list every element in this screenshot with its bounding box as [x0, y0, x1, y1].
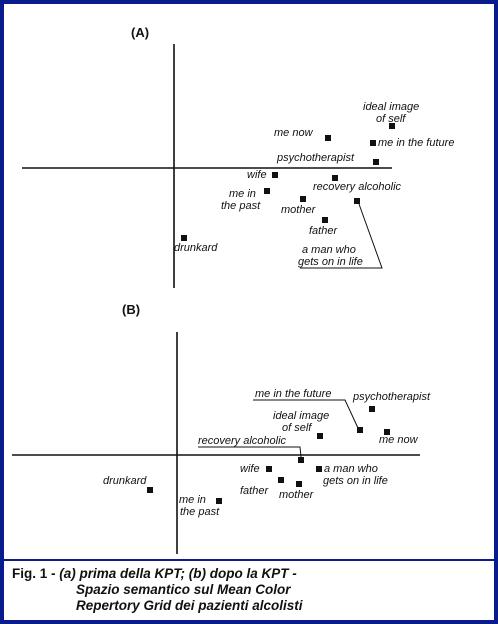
panel-b-marker-past [216, 498, 222, 504]
panel-b-marker-future [357, 427, 363, 433]
panel-a-marker-ideal [389, 123, 395, 129]
caption-line-2: Spazio semantico sul Mean Color [76, 582, 291, 597]
panel-b-label-past-2: the past [180, 506, 220, 518]
panel-a-marker-recovery [332, 175, 338, 181]
panel-a-marker-mother [300, 196, 306, 202]
panel-b-label-me-now: me now [379, 434, 419, 446]
panel-a-label-man-2: gets on in life [298, 256, 363, 268]
panel-a-label-past-2: the past [221, 200, 261, 212]
panel-a-marker-psycho [373, 159, 379, 165]
panel-a-marker-wife [272, 172, 278, 178]
panel-b-label-wife: wife [240, 463, 260, 475]
panel-a-marker-future [370, 140, 376, 146]
panel-a-marker-man [354, 198, 360, 204]
panel-b-label-ideal-2: of self [282, 422, 312, 434]
panel-b-label-psycho: psychotherapist [352, 391, 431, 403]
panel-b-label-mother: mother [279, 489, 315, 501]
panel-a-marker-past [264, 188, 270, 194]
caption-text-1: (a) prima della KPT; (b) dopo la KPT - [59, 566, 297, 581]
panel-b-marker-ideal [317, 433, 323, 439]
panel-a-marker-me-now [325, 135, 331, 141]
panel-a-marker-drunkard [181, 235, 187, 241]
panel-a-leader-man [300, 203, 383, 269]
panel-b-marker-me-now [384, 429, 390, 435]
figure-caption: Fig. 1 - (a) prima della KPT; (b) dopo l… [12, 566, 488, 614]
panel-a-label-psycho: psychotherapist [276, 152, 355, 164]
caption-line-1: Fig. 1 - (a) prima della KPT; (b) dopo l… [12, 566, 488, 582]
panel-b-marker-psycho [369, 406, 375, 412]
panel-b-label-ideal-1: ideal image [273, 410, 329, 422]
panel-a-label: (A) [131, 25, 149, 40]
panel-b-marker-drunkard [147, 487, 153, 493]
panel-a-label-wife: wife [247, 169, 267, 181]
panel-b-label-man-2: gets on in life [323, 475, 388, 487]
panel-b-label-man-1: a man who [324, 463, 378, 475]
panel-a-label-mother: mother [281, 204, 317, 216]
panel-a-label-recovery: recovery alcoholic [313, 181, 402, 193]
panel-a-label-me-now: me now [274, 127, 314, 139]
panel-a-label-drunkard: drunkard [174, 242, 218, 254]
panel-a-label-man-1: a man who [302, 244, 356, 256]
panel-b-leader-future [253, 399, 359, 429]
panel-a: (A) ideal image of self me now me in the… [22, 25, 454, 288]
panel-a-label-past-1: me in [229, 188, 256, 200]
panel-a-marker-father [322, 217, 328, 223]
panel-a-label-ideal-1: ideal image [363, 101, 419, 113]
panel-b-marker-mother [296, 481, 302, 487]
caption-fig-number: Fig. 1 - [12, 566, 56, 581]
panel-b-label: (B) [122, 302, 140, 317]
panel-b-marker-father [278, 477, 284, 483]
panel-a-label-ideal-2: of self [376, 113, 406, 125]
panel-b-label-father: father [240, 485, 269, 497]
panel-b-label-future: me in the future [255, 388, 331, 400]
panel-a-label-father: father [309, 225, 338, 237]
panel-b-marker-wife [266, 466, 272, 472]
panel-a-label-future: me in the future [378, 137, 454, 149]
panel-b-label-drunkard: drunkard [103, 475, 147, 487]
panel-b-marker-recovery [298, 457, 304, 463]
panel-b-label-past-1: me in [179, 494, 206, 506]
panel-b-leader-recovery [198, 446, 302, 458]
panel-b-marker-man [316, 466, 322, 472]
panel-b-label-recovery: recovery alcoholic [198, 435, 287, 447]
caption-line-3: Repertory Grid dei pazienti alcolisti [76, 598, 303, 613]
panel-b: (B) me in the future psychotherapist ide… [12, 302, 431, 554]
